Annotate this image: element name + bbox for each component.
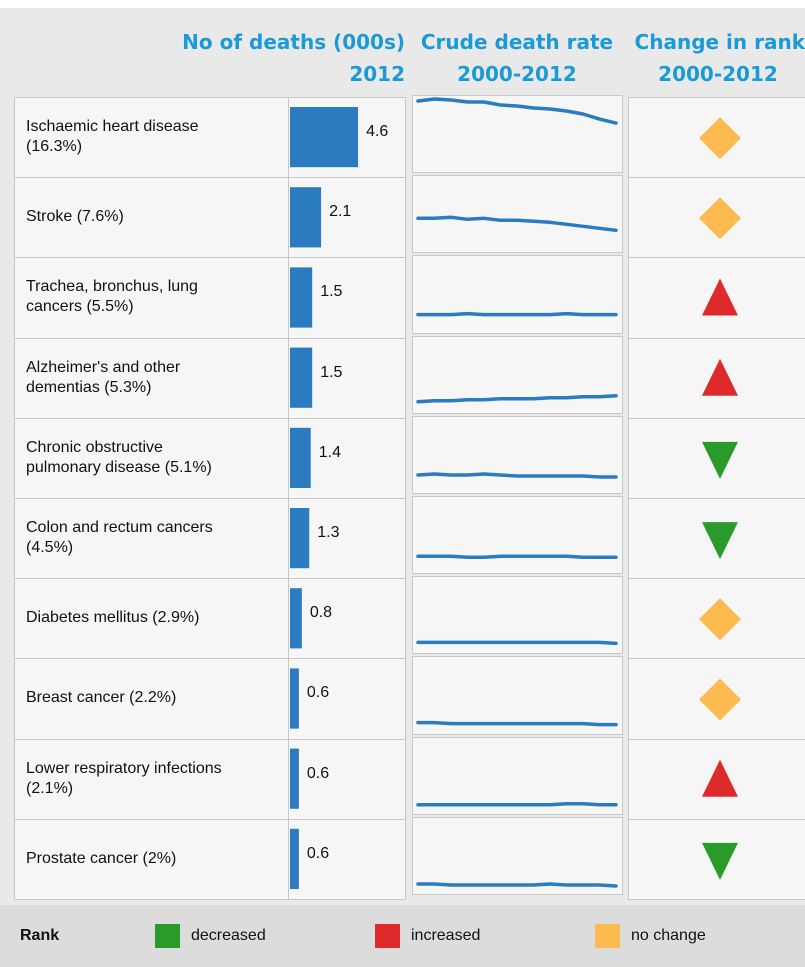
rank-icon [702, 759, 738, 797]
bar [290, 668, 299, 729]
trend-cell [412, 656, 623, 735]
label-cell [14, 818, 289, 900]
legend-title: Rank [20, 927, 60, 944]
cause-text: Trachea, bronchus, lung cancers (5.5%) [26, 278, 198, 316]
deaths-value: 1.4 [318, 443, 341, 461]
cause-text: Colon and rectum cancers (4.5%) [26, 519, 213, 557]
rank-icon [702, 842, 738, 880]
deaths-value: 0.6 [306, 684, 330, 702]
bar [290, 588, 302, 649]
bar [290, 828, 299, 889]
cause-label: Trachea, bronchus, lung cancers (5.5%) [14, 257, 288, 337]
cause-label: Ischaemic heart disease (16.3%) [14, 97, 288, 177]
deaths-value: 1.5 [320, 283, 343, 301]
rank-icon [699, 197, 741, 240]
rank-icon [699, 678, 741, 721]
legend-swatch [595, 924, 620, 948]
trend-line [416, 311, 618, 317]
trend-cell [412, 736, 623, 815]
cause-label: Colon and rectum cancers (4.5%) [14, 498, 288, 578]
deaths-value: 1.3 [317, 524, 340, 541]
deaths-year: 2012 [349, 62, 405, 86]
legend-label: no change [631, 927, 706, 944]
marks [290, 97, 741, 889]
trend-cell [412, 496, 623, 575]
trend-line [416, 97, 618, 125]
trend-cell [412, 415, 623, 494]
trend-line [416, 394, 618, 404]
deaths-value: 2.1 [329, 203, 352, 221]
cause-text: Stroke (7.6%) [26, 208, 124, 226]
deaths-value: 4.6 [366, 123, 389, 140]
rank-icon [699, 598, 741, 641]
bar [290, 107, 359, 168]
dashboard: No of deaths (000s) 2012 Crude death rat… [0, 8, 805, 967]
cause-label: Prostate cancer (2%) [14, 819, 288, 899]
rank-cell [628, 818, 805, 900]
cause-text: Prostate cancer (2%) [26, 849, 177, 867]
bar [290, 508, 310, 569]
rate-years: 2000-2012 [457, 62, 577, 86]
bar [290, 748, 299, 809]
deaths-header: No of deaths (000s) [182, 30, 405, 54]
cause-label: Lower respiratory infections (2.1%) [14, 739, 288, 819]
rank-icon [702, 278, 738, 316]
cause-text: Diabetes mellitus (2.9%) [26, 609, 200, 627]
rate-header: Crude death rate [420, 30, 614, 54]
bar-cell [288, 658, 406, 740]
label-cell [14, 658, 289, 740]
legend-label: increased [411, 927, 481, 944]
cause-label: Chronic obstructive pulmonary disease (5… [14, 418, 288, 498]
cause-label: Stroke (7.6%) [14, 177, 288, 257]
bar [290, 187, 322, 248]
cause-label: Alzheimer's and other dementias (5.3%) [14, 338, 288, 418]
trend-line [416, 472, 618, 479]
trend-line [416, 554, 618, 559]
rank-icon [702, 522, 738, 560]
legend: Rank decreased increased no change [0, 905, 805, 967]
rank-header: Change in rank [634, 30, 805, 54]
deaths-value: 0.6 [306, 844, 330, 862]
legend-label: decreased [191, 927, 266, 944]
label-cell [14, 578, 289, 660]
bar-cell [288, 738, 406, 820]
bar [290, 427, 311, 488]
trend-line [416, 802, 618, 807]
cause-text: Breast cancer (2.2%) [26, 689, 177, 707]
cause-text: Chronic obstructive pulmonary disease (5… [26, 438, 212, 476]
label-cell [14, 177, 289, 259]
trend-cell [412, 255, 623, 334]
legend-swatch [375, 924, 400, 948]
rank-icon [702, 358, 738, 396]
deaths-value: 0.8 [309, 604, 333, 622]
label-cell [14, 498, 289, 580]
trend-line [416, 720, 618, 727]
trend-cell [412, 175, 623, 254]
bar-cell [288, 818, 406, 900]
cause-text: Ischaemic heart disease (16.3%) [26, 118, 199, 156]
trend-cell [412, 95, 623, 174]
trend-cell [412, 816, 623, 895]
deaths-value: 0.6 [306, 764, 330, 782]
legend-swatch [155, 924, 180, 948]
cause-text: Alzheimer's and other dementias (5.3%) [26, 358, 181, 396]
rank-years: 2000-2012 [658, 62, 778, 86]
cause-label: Breast cancer (2.2%) [14, 658, 288, 738]
deaths-value: 1.5 [320, 363, 343, 381]
rank-icon [702, 441, 738, 479]
label-cell [14, 337, 289, 419]
trend-line [416, 640, 618, 646]
trend-line [416, 215, 618, 233]
label-cell [14, 738, 289, 820]
bar [290, 267, 313, 328]
bar [290, 347, 313, 408]
cause-text: Lower respiratory infections (2.1%) [26, 759, 222, 797]
trend-line [416, 882, 618, 888]
rank-icon [699, 117, 741, 160]
cause-label: Diabetes mellitus (2.9%) [14, 578, 288, 658]
